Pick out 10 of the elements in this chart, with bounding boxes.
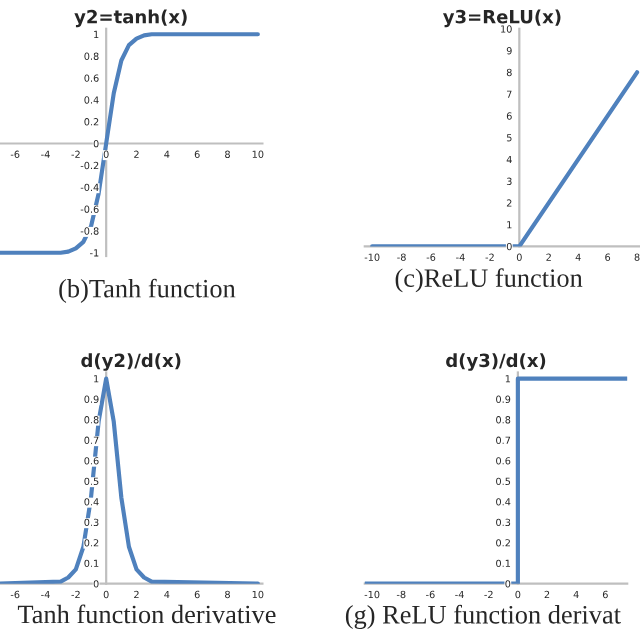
line-series bbox=[0, 32, 260, 255]
line-series bbox=[0, 376, 260, 584]
chart-title: y3=ReLU(x) bbox=[442, 9, 561, 28]
text: (g) ReLU function derivat bbox=[345, 604, 621, 630]
chart-title: y2=tanh(x) bbox=[74, 9, 187, 28]
chart-title: d(y3)/d(x) bbox=[446, 353, 546, 371]
text: Tanh function derivative bbox=[17, 604, 276, 624]
text: (b)Tanh function bbox=[59, 278, 236, 303]
chart-title: d(y2)/d(x) bbox=[81, 353, 181, 371]
text: (c)ReLU function bbox=[395, 268, 583, 293]
